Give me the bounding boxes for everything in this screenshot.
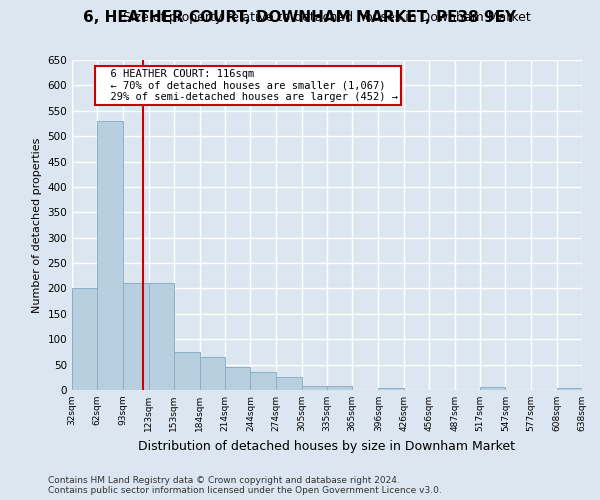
Bar (72, 288, 97, 390)
Text: Contains HM Land Registry data © Crown copyright and database right 2024.
Contai: Contains HM Land Registry data © Crown c… (48, 476, 442, 495)
Bar (327, 386, 352, 390)
Bar (275, 378, 302, 390)
X-axis label: Distribution of detached houses by size in Downham Market: Distribution of detached houses by size … (139, 440, 515, 452)
Text: 6, HEATHER COURT, DOWNHAM MARKET, PE38 9EY: 6, HEATHER COURT, DOWNHAM MARKET, PE38 9… (83, 10, 517, 25)
Bar (379, 388, 404, 390)
Y-axis label: Number of detached properties: Number of detached properties (32, 138, 42, 312)
Title: Size of property relative to detached houses in Downham Market: Size of property relative to detached ho… (123, 11, 531, 24)
Bar (557, 388, 582, 390)
Bar (302, 386, 327, 390)
Bar (174, 352, 200, 390)
Bar (225, 367, 250, 390)
Bar (149, 284, 174, 390)
Bar (97, 121, 124, 390)
Bar (250, 372, 275, 390)
Bar (200, 357, 225, 390)
Text: 6 HEATHER COURT: 116sqm
  ← 70% of detached houses are smaller (1,067)
  29% of : 6 HEATHER COURT: 116sqm ← 70% of detache… (98, 69, 398, 102)
Bar (124, 284, 149, 390)
Bar (480, 388, 505, 390)
